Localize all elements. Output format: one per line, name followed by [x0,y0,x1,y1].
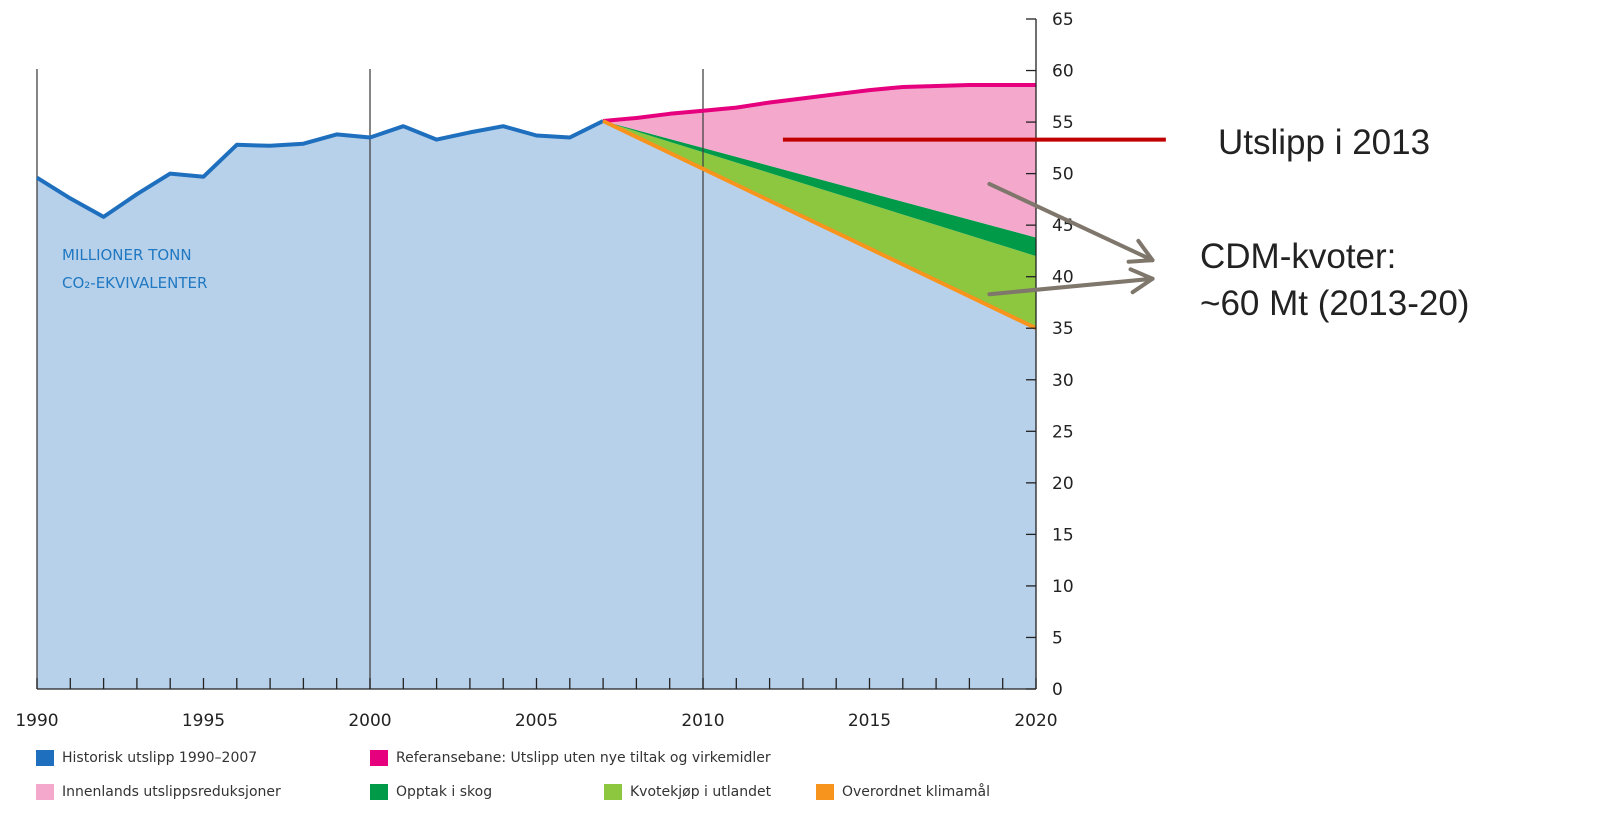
unit-label-line1: MILLIONER TONN [62,246,192,264]
legend-label-kvote: Kvotekjøp i utlandet [630,784,772,800]
y-tick-label-25: 25 [1052,422,1074,442]
legend-item-kvote: Kvotekjøp i utlandet [604,784,771,800]
legend-label-historisk: Historisk utslipp 1990–2007 [62,750,258,766]
x-tick-label-2015: 2015 [848,711,891,731]
unit-label-line2: CO₂-EKVIVALENTER [62,274,207,292]
area-historic-base [37,121,1036,689]
cdm-arrowhead-1 [1126,238,1155,264]
legend-swatch-historisk [36,750,54,766]
annotations [782,137,1166,297]
y-tick-label-40: 40 [1052,268,1074,288]
legend-swatch-skog [370,784,388,800]
x-tick-label-2010: 2010 [681,711,724,731]
y-tick-label-65: 65 [1052,10,1074,30]
legend-item-klimamal: Overordnet klimamål [816,784,990,800]
cdm-arrowhead-2 [1128,267,1155,295]
x-tick-label-2005: 2005 [515,711,558,731]
legend-swatch-klimamal [816,784,834,800]
cdm-annotation-line2: ~60 Mt (2013-20) [1200,284,1469,323]
series-line-klimamal [602,119,1037,331]
vertical-gridlines [36,69,704,689]
y-tick-label-55: 55 [1052,113,1074,133]
legend-label-skog: Opptak i skog [396,784,493,800]
y-tick-label-30: 30 [1052,371,1074,391]
x-tick-label-1990: 1990 [15,711,58,731]
cdm-arrow-1 [987,181,1155,263]
legend-item-referanse: Referansebane: Utslipp uten nye tiltak o… [370,750,771,766]
cdm-annotation-line1: CDM-kvoter: [1200,237,1396,276]
y-tick-label-60: 60 [1052,62,1074,82]
legend-item-innenlands: Innenlands utslippsreduksjoner [36,784,281,800]
legend-swatch-kvote [604,784,622,800]
x-tick-label-2000: 2000 [348,711,391,731]
cdm-arrow-2 [987,276,1155,297]
series-lines [35,83,1037,331]
legend-label-innenlands: Innenlands utslippsreduksjoner [62,784,281,800]
y-tick-label-0: 0 [1052,680,1063,700]
legend-item-historisk: Historisk utslipp 1990–2007 [36,750,257,766]
area-innenlands [603,85,1036,238]
y-tick-label-10: 10 [1052,577,1074,597]
reference-line-label: Utslipp i 2013 [1218,123,1430,162]
y-tick-label-50: 50 [1052,165,1074,185]
y-tick-label-20: 20 [1052,474,1074,494]
x-tick-label-1995: 1995 [182,711,225,731]
legend-label-referanse: Referansebane: Utslipp uten nye tiltak o… [396,750,771,766]
legend-item-skog: Opptak i skog [370,784,492,800]
y-tick-label-35: 35 [1052,319,1074,339]
legend-swatch-referanse [370,750,388,766]
x-axis: 1990 1995 2000 2005 2010 2015 2020 [15,678,1058,731]
legend-label-klimamal: Overordnet klimamål [842,784,990,800]
legend-swatch-innenlands [36,784,54,800]
series-line-referanse [602,83,1036,123]
series-line-historisk [35,119,604,219]
x-tick-label-2020: 2020 [1014,711,1057,731]
legend: Historisk utslipp 1990–2007 Referanseban… [36,750,1036,814]
y-tick-label-15: 15 [1052,525,1074,545]
y-tick-label-5: 5 [1052,628,1063,648]
area-opptak-skog [603,121,1036,257]
